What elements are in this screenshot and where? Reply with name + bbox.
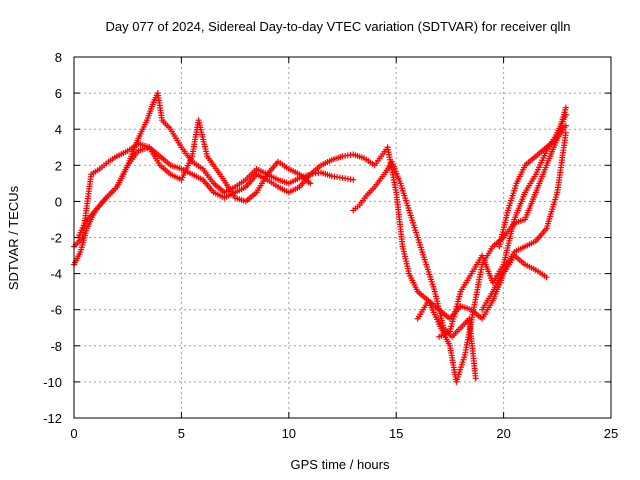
y-tick-label: -2	[50, 231, 62, 246]
data-point-marker	[562, 129, 569, 136]
y-tick-label: 4	[55, 122, 62, 137]
x-tick-label: 25	[604, 426, 618, 441]
axis-ticks: 0 5 10 15 20 25 -12 -10 -8 -6 -4 -2 0 2 4 6 8	[43, 50, 618, 441]
data-point-marker	[307, 180, 314, 187]
data-markers	[71, 90, 569, 385]
y-tick-label: -4	[50, 267, 62, 282]
y-tick-label: -6	[50, 303, 62, 318]
y-tick-label: -8	[50, 339, 62, 354]
data-point-marker	[562, 111, 569, 118]
data-point-marker	[543, 274, 550, 281]
x-tick-label: 5	[178, 426, 185, 441]
data-point-marker	[350, 176, 357, 183]
y-tick-label: -10	[43, 375, 62, 390]
y-tick-label: 8	[55, 50, 62, 65]
series-track-7	[479, 129, 569, 313]
series-track-4	[350, 158, 479, 382]
y-axis-label: SDTVAR / TECUs	[6, 185, 21, 290]
x-tick-label: 0	[70, 426, 77, 441]
x-tick-label: 15	[389, 426, 403, 441]
y-tick-label: 6	[55, 86, 62, 101]
x-tick-label: 10	[282, 426, 296, 441]
data-point-marker	[562, 122, 569, 129]
series-track-6	[436, 111, 569, 340]
y-tick-label: 0	[55, 194, 62, 209]
data-point-marker	[472, 375, 479, 382]
x-tick-label: 20	[496, 426, 510, 441]
series-track-5	[414, 104, 569, 385]
series-track-8	[496, 122, 569, 250]
y-tick-label: -12	[43, 411, 62, 426]
data-point-marker	[562, 104, 569, 111]
series-track-3	[75, 117, 314, 241]
grid-lines	[74, 57, 611, 418]
x-axis-label: GPS time / hours	[291, 457, 390, 472]
series-track-1	[71, 90, 357, 268]
chart-title: Day 077 of 2024, Sidereal Day-to-day VTE…	[105, 19, 570, 34]
y-tick-label: 2	[55, 158, 62, 173]
series-track-2	[71, 140, 550, 322]
